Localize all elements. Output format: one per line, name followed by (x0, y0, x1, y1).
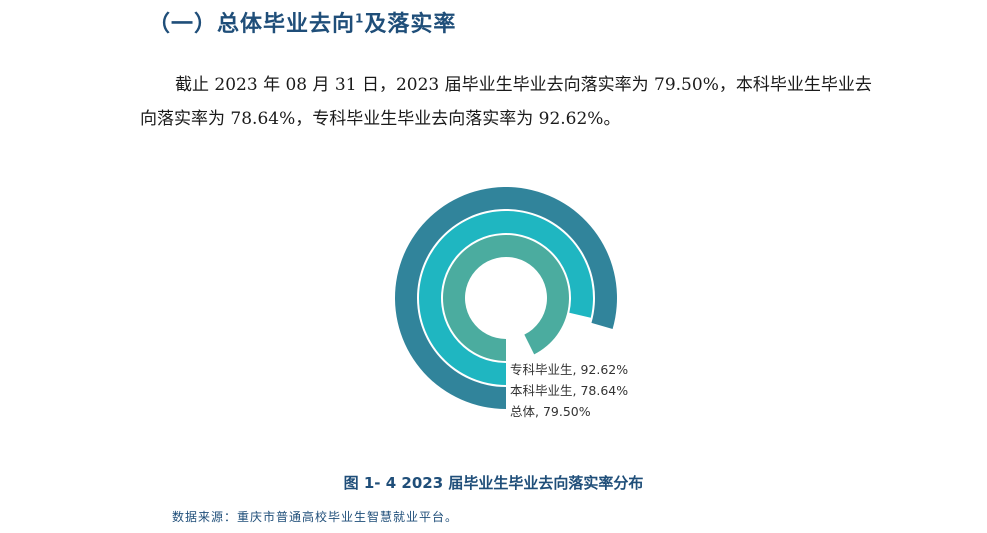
section-heading-suffix: 及落实率 (364, 12, 457, 37)
summary-paragraph: 截止 2023 年 08 月 31 日，2023 届毕业生毕业去向落实率为 79… (140, 68, 880, 136)
summary-text: 截止 2023 年 08 月 31 日，2023 届毕业生毕业去向落实率为 79… (140, 75, 872, 129)
footnote-mark[interactable]: 1 (355, 11, 365, 26)
series-label-3: 专科毕业生, 92.62% (510, 362, 628, 377)
series-label-2: 本科毕业生, 78.64% (510, 383, 628, 398)
series-label-1: 总体, 79.50% (510, 404, 591, 419)
ring-3 (443, 235, 569, 361)
data-source-note: 数据来源：重庆市普通高校毕业生智慧就业平台。 (172, 510, 459, 524)
section-heading-text: （一）总体毕业去向 (148, 12, 356, 37)
section-heading: （一）总体毕业去向1及落实率 (148, 6, 456, 38)
figure-caption: 图 1- 4 2023 届毕业生毕业去向落实率分布 (343, 474, 644, 492)
radial-bar-chart: 专科毕业生, 92.62% 本科毕业生, 78.64% 总体, 79.50% (395, 187, 628, 419)
